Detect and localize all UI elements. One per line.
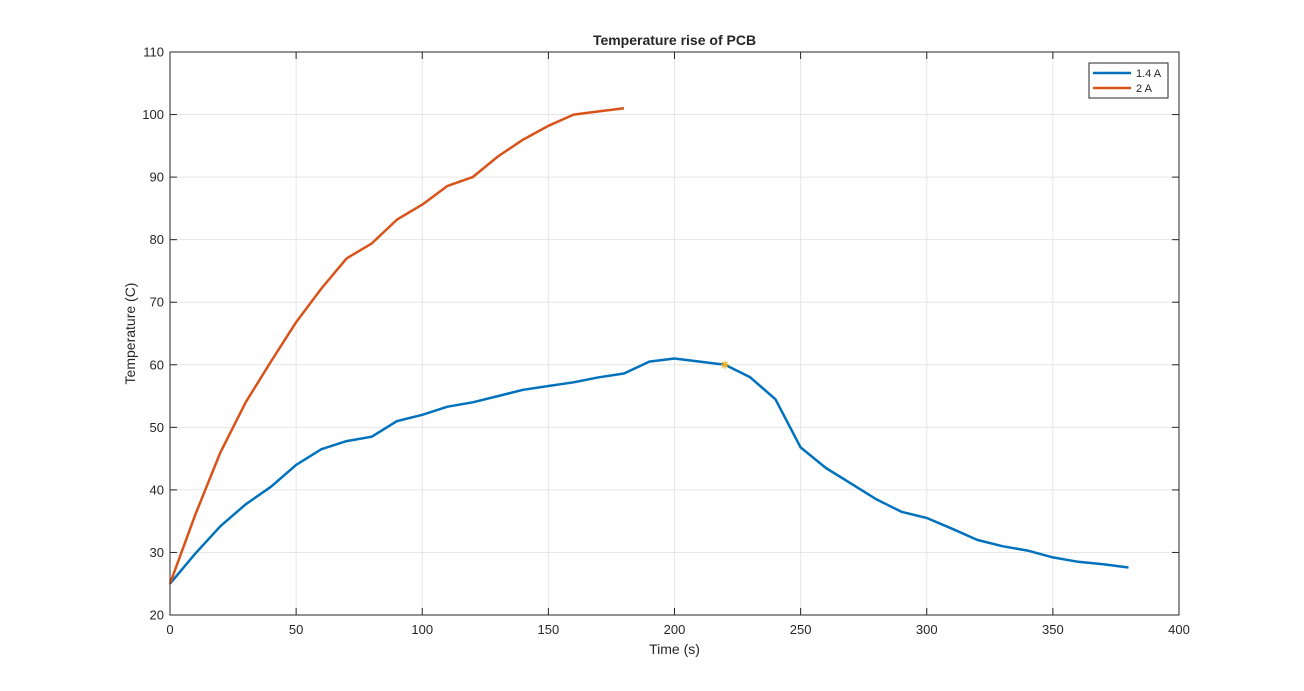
y-tick-label: 70 [150, 295, 164, 310]
x-axis-label: Time (s) [649, 641, 700, 657]
chart-title: Temperature rise of PCB [593, 32, 756, 48]
y-tick-label: 40 [150, 482, 164, 497]
y-tick-label: 30 [150, 545, 164, 560]
data-markers [720, 360, 729, 369]
y-tick-label: 80 [150, 232, 164, 247]
y-tick-label: 100 [142, 107, 164, 122]
series-line-1 [169, 357, 1129, 585]
y-tick-label: 60 [150, 357, 164, 372]
axis-ticks: 0 50 100 150 200 250 300 350 400 20 30 40 50 60 70 80 90… [142, 45, 1190, 638]
legend-label: 1.4 A [1136, 68, 1162, 80]
x-tick-label: 250 [790, 622, 812, 637]
legend-box [1088, 62, 1169, 99]
x-tick-label: 350 [1042, 622, 1064, 637]
y-tick-label: 110 [143, 45, 164, 60]
x-tick-label: 50 [289, 622, 303, 637]
legend-label: 2 A [1136, 83, 1153, 95]
star-marker [720, 360, 729, 369]
series-lines [168, 107, 1129, 585]
x-tick-label: 400 [1168, 622, 1190, 637]
y-tick-label: 20 [150, 608, 164, 623]
series-line-2 [168, 107, 625, 585]
legend: 1.4 A 2 A [1088, 62, 1169, 99]
y-tick-label: 50 [150, 420, 164, 435]
x-tick-label: 100 [411, 622, 433, 637]
grid-lines [169, 51, 1180, 616]
x-tick-label: 200 [664, 622, 686, 637]
x-tick-label: 0 [166, 622, 173, 637]
x-tick-label: 150 [538, 622, 560, 637]
y-tick-label: 90 [150, 170, 164, 185]
y-axis-label: Temperature (C) [122, 283, 138, 385]
x-tick-label: 300 [916, 622, 938, 637]
